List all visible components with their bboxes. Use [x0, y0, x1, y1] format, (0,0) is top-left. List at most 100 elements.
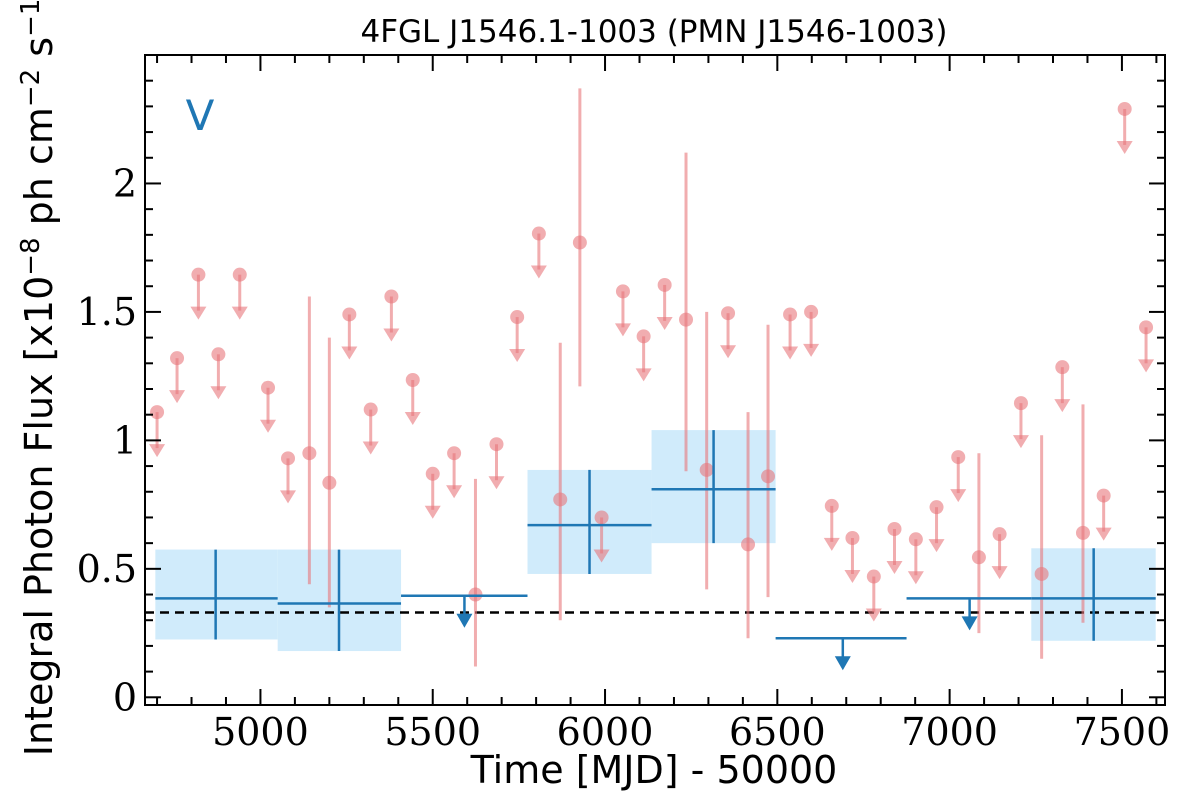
upper-limit-arrowhead: [991, 566, 1008, 580]
short-bin-upper-limit-35: [1138, 320, 1155, 373]
upper-limit-marker: [489, 437, 504, 452]
short-bin-point-6: [699, 311, 714, 590]
upper-limit-marker: [783, 307, 798, 322]
upper-limit-marker: [951, 450, 966, 465]
short-bin-upper-limit-19: [656, 277, 673, 330]
short-bin-point-5: [679, 152, 694, 472]
upper-limit-arrowhead: [844, 570, 861, 584]
upper-limit-arrowhead: [803, 343, 820, 357]
upper-limit-marker: [405, 373, 420, 387]
long-bin-point-1: [277, 549, 402, 652]
upper-limit-arrowhead: [341, 346, 358, 360]
upper-limit-marker: [804, 304, 819, 319]
upper-limit-marker: [211, 347, 226, 362]
x-tick-label: 5500: [384, 710, 481, 754]
y-axis-label: Integral Photon Flux [x10−8 ph cm−2 s−1]: [16, 0, 61, 756]
short-bin-upper-limit-18: [635, 329, 652, 382]
short-bin-upper-limit-13: [488, 437, 505, 490]
short-bin-point-11: [1075, 404, 1090, 623]
upper-limit-marker: [615, 284, 630, 299]
upper-limit-arrowhead: [1116, 140, 1133, 154]
short-bin-point-2: [468, 478, 483, 667]
upper-limit-arrowhead: [149, 444, 166, 458]
short-bin-upper-limit-26: [886, 522, 903, 575]
long-bin-upper-limit-0: [401, 594, 528, 628]
upper-limit-marker: [992, 527, 1007, 542]
upper-limit-arrowhead: [169, 390, 186, 404]
panel-letter: V: [186, 91, 215, 140]
long-bin-point-3: [651, 430, 776, 544]
upper-limit-marker: [1013, 396, 1028, 411]
short-bin-upper-limit-8: [362, 402, 379, 455]
upper-limit-marker: [384, 289, 399, 304]
upper-limit-arrowhead: [530, 265, 547, 279]
long-bin-point-4: [1031, 548, 1156, 641]
short-bin-upper-limit-7: [341, 307, 358, 360]
y-tick-label: 0.5: [77, 547, 137, 591]
short-bin-marker: [761, 469, 776, 484]
y-axis-label-mid: ph cm: [17, 107, 61, 237]
upper-limit-marker: [281, 451, 296, 466]
short-bin-upper-limit-17: [614, 284, 631, 337]
upper-limit-arrowhead: [907, 571, 924, 585]
upper-limit-marker: [866, 569, 881, 584]
short-bin-point-8: [761, 324, 776, 598]
long-bin-upper-limit-2: [906, 597, 1032, 631]
short-bin-upper-limit-21: [782, 307, 799, 360]
upper-limit-marker: [594, 510, 609, 525]
upper-limit-marker: [170, 351, 185, 366]
short-bin-upper-limit-24: [844, 531, 861, 584]
upper-limit-arrowhead: [823, 537, 840, 551]
short-bin-point-7: [741, 412, 756, 639]
short-bin-point-1: [322, 337, 337, 608]
upper-limit-arrowhead: [865, 608, 882, 622]
upper-limit-arrowhead: [190, 306, 207, 320]
upper-limit-marker: [887, 522, 902, 537]
x-axis-label: Time [MJD] - 50000: [470, 748, 838, 792]
long-bin-point-2: [527, 469, 652, 574]
short-bin-marker: [1075, 525, 1090, 540]
upper-limit-marker: [1139, 320, 1154, 335]
plot-area: 5000 5500 6000 6500 7000 7500 0 0.5 1 1.5 2: [77, 54, 1171, 754]
upper-limit-marker: [261, 380, 276, 395]
upper-limit-marker: [1096, 488, 1111, 503]
upper-limit-arrowhead: [614, 323, 631, 337]
short-bin-marker: [302, 446, 317, 461]
upper-limit-arrowhead: [362, 441, 379, 455]
short-bin-upper-limit-2: [190, 267, 207, 320]
short-bin-marker: [971, 550, 986, 565]
upper-limit-arrowhead: [488, 476, 505, 490]
y-tick-label: 1.5: [77, 290, 137, 334]
upper-limit-marker: [908, 532, 923, 547]
short-bin-upper-limit-31: [1012, 396, 1029, 449]
short-bin-upper-limit-29: [950, 450, 967, 503]
short-bin-marker: [572, 235, 587, 250]
long-bin-upper-limit-1: [775, 636, 907, 671]
y-axis-label-exp2: −2: [16, 69, 46, 107]
upper-limit-arrowhead: [404, 412, 421, 425]
upper-limit-arrowhead: [446, 485, 463, 499]
upper-limit-marker: [1055, 360, 1070, 375]
short-bin-upper-limit-12: [446, 446, 463, 499]
short-bin-upper-limit-5: [260, 380, 277, 433]
short-bin-upper-limit-27: [907, 532, 924, 585]
upper-limit-marker: [191, 267, 206, 282]
plot-frame: [144, 54, 1166, 706]
upper-limit-marker: [845, 531, 860, 546]
short-bin-point-3: [553, 342, 568, 621]
upper-limit-marker: [929, 500, 944, 515]
x-tick-label: 5000: [212, 710, 309, 754]
short-bin-upper-limit-20: [720, 306, 737, 359]
upper-limit-arrowhead: [635, 368, 652, 382]
y-tick-label: 1: [113, 418, 137, 462]
upper-limit-arrowhead: [950, 489, 967, 503]
short-bin-upper-limit-33: [1095, 488, 1112, 541]
x-tick-label: 7500: [1074, 710, 1171, 754]
upper-limit-marker: [510, 310, 525, 325]
short-bin-marker: [553, 492, 568, 507]
short-bin-point-9: [971, 453, 986, 634]
short-bin-marker: [699, 462, 714, 477]
upper-limit-arrowhead: [782, 346, 799, 360]
upper-limit-marker: [342, 307, 357, 322]
